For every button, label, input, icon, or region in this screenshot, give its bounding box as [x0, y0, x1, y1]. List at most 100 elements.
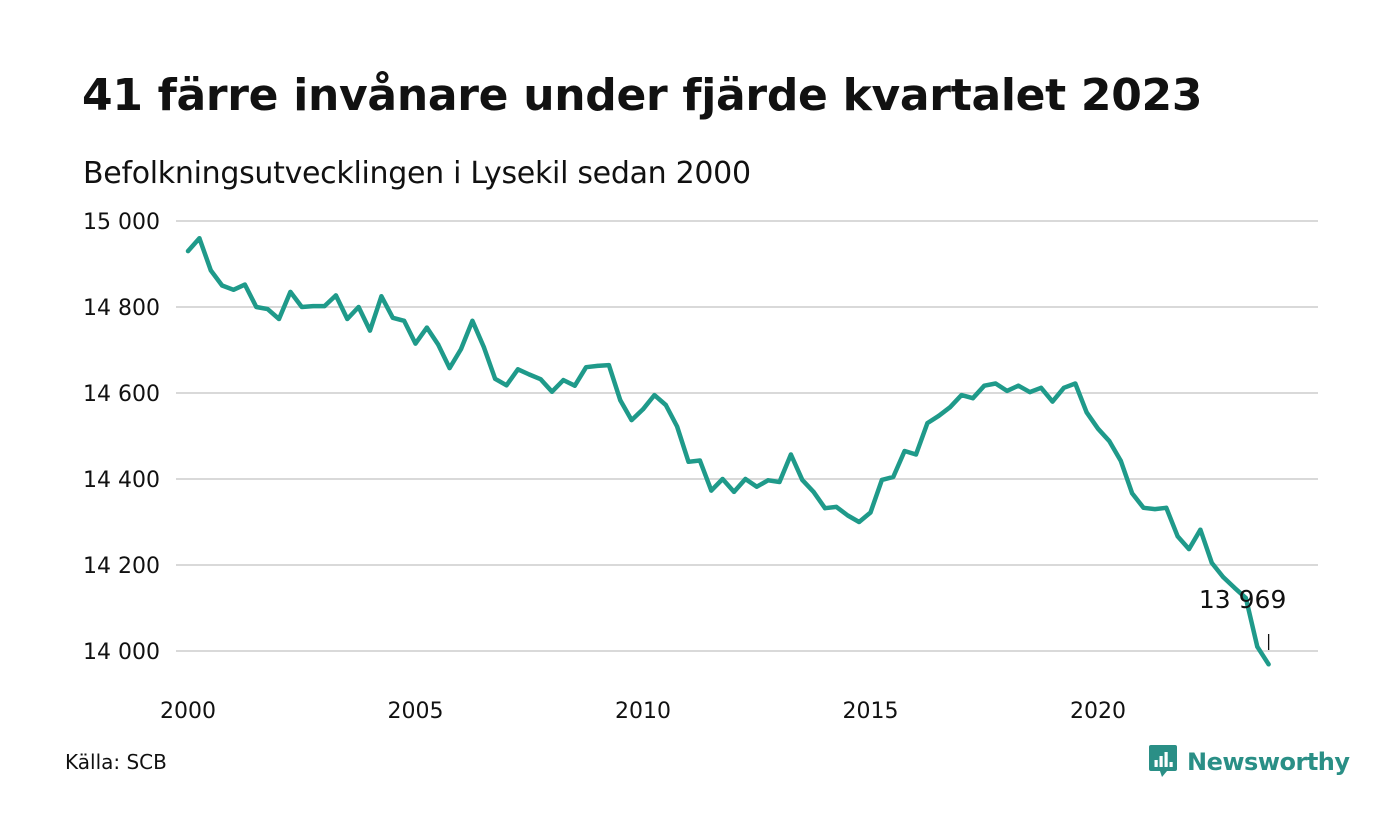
chart-title: 41 färre invånare under fjärde kvartalet… — [82, 70, 1203, 121]
data-point — [288, 289, 293, 294]
data-point — [254, 305, 259, 309]
data-point — [675, 424, 680, 429]
source-note: Källa: SCB — [65, 750, 167, 774]
data-point — [618, 398, 623, 403]
data-point — [1266, 662, 1271, 667]
data-point — [1027, 390, 1032, 395]
data-point — [709, 488, 714, 493]
chart-subtitle: Befolkningsutvecklingen i Lysekil sedan … — [83, 156, 751, 191]
data-point — [322, 304, 327, 309]
newsworthy-logo-text: Newsworthy — [1187, 748, 1350, 776]
data-point — [936, 413, 941, 418]
data-point — [686, 459, 691, 464]
data-point — [493, 376, 498, 381]
data-point — [356, 305, 361, 309]
data-point — [1221, 575, 1226, 579]
data-point — [1084, 410, 1089, 415]
data-point — [857, 520, 862, 524]
newsworthy-logo-icon — [1149, 745, 1177, 777]
data-point — [561, 378, 566, 383]
data-point — [1016, 383, 1021, 388]
data-point — [333, 293, 338, 298]
x-tick-label: 2010 — [615, 699, 671, 724]
data-point — [402, 318, 407, 323]
y-tick-label: 15 000 — [83, 210, 160, 235]
data-point — [1118, 458, 1123, 463]
data-point — [1130, 491, 1135, 496]
x-tick-label: 2015 — [843, 699, 899, 724]
data-point — [629, 418, 634, 423]
y-tick-label: 14 600 — [83, 382, 160, 407]
data-point — [720, 477, 725, 481]
data-point — [595, 363, 600, 368]
data-point — [447, 366, 452, 371]
data-point — [231, 287, 236, 292]
data-point — [1255, 644, 1260, 649]
data-point — [550, 389, 554, 394]
data-point — [1096, 426, 1100, 431]
data-points — [186, 236, 1271, 667]
data-point — [1061, 385, 1066, 390]
y-tick-label: 14 800 — [83, 296, 160, 321]
data-point — [777, 480, 782, 484]
data-point — [879, 477, 884, 482]
last-value-label: 13 969 — [1199, 585, 1286, 614]
x-tick-label: 2005 — [388, 699, 444, 724]
data-point — [379, 294, 384, 299]
data-point — [1187, 547, 1191, 552]
data-point — [208, 268, 213, 273]
data-point — [663, 403, 668, 407]
data-point — [1039, 385, 1044, 390]
data-point — [186, 249, 190, 254]
data-point — [823, 506, 827, 511]
data-point — [1164, 505, 1169, 510]
data-point — [800, 477, 805, 482]
data-point — [993, 381, 998, 386]
data-point — [1198, 527, 1203, 532]
data-point — [265, 307, 270, 312]
data-point — [868, 510, 873, 515]
data-point — [390, 315, 395, 320]
data-point — [641, 407, 645, 412]
y-tick-label: 14 200 — [83, 554, 160, 579]
newsworthy-logo: Newsworthy — [1148, 744, 1350, 780]
data-point — [1243, 596, 1248, 601]
data-point — [299, 305, 304, 309]
data-point — [1005, 388, 1009, 393]
y-tick-label: 14 400 — [83, 468, 160, 493]
gridlines — [176, 220, 1318, 652]
data-point — [1175, 534, 1180, 539]
x-axis-ticks: 2000 2005 2010 2015 2020 — [160, 699, 1126, 724]
data-point — [538, 377, 543, 382]
data-point — [220, 283, 225, 288]
data-point — [1107, 439, 1112, 444]
data-point — [970, 396, 975, 401]
y-axis-ticks: 14 000 14 200 14 400 14 600 14 800 15 000 — [83, 210, 160, 665]
data-point — [811, 489, 816, 494]
data-point — [311, 304, 316, 309]
data-point — [902, 449, 907, 453]
data-point — [845, 513, 850, 518]
data-point — [1232, 585, 1237, 590]
data-point — [743, 477, 748, 481]
data-point — [368, 328, 372, 333]
data-point — [834, 504, 839, 509]
data-point — [413, 341, 418, 346]
data-point — [345, 317, 350, 321]
data-point — [891, 474, 896, 479]
data-point — [481, 345, 486, 349]
data-point — [1050, 399, 1055, 404]
data-point — [197, 236, 202, 241]
data-point — [504, 383, 509, 388]
data-point — [584, 365, 589, 370]
data-point — [697, 458, 702, 463]
data-point — [948, 405, 953, 410]
data-point — [914, 452, 918, 457]
data-point — [754, 484, 759, 489]
x-tick-label: 2020 — [1070, 699, 1126, 724]
data-point — [515, 367, 520, 372]
data-point — [1152, 507, 1157, 512]
data-point — [959, 393, 964, 398]
data-point — [982, 383, 987, 388]
